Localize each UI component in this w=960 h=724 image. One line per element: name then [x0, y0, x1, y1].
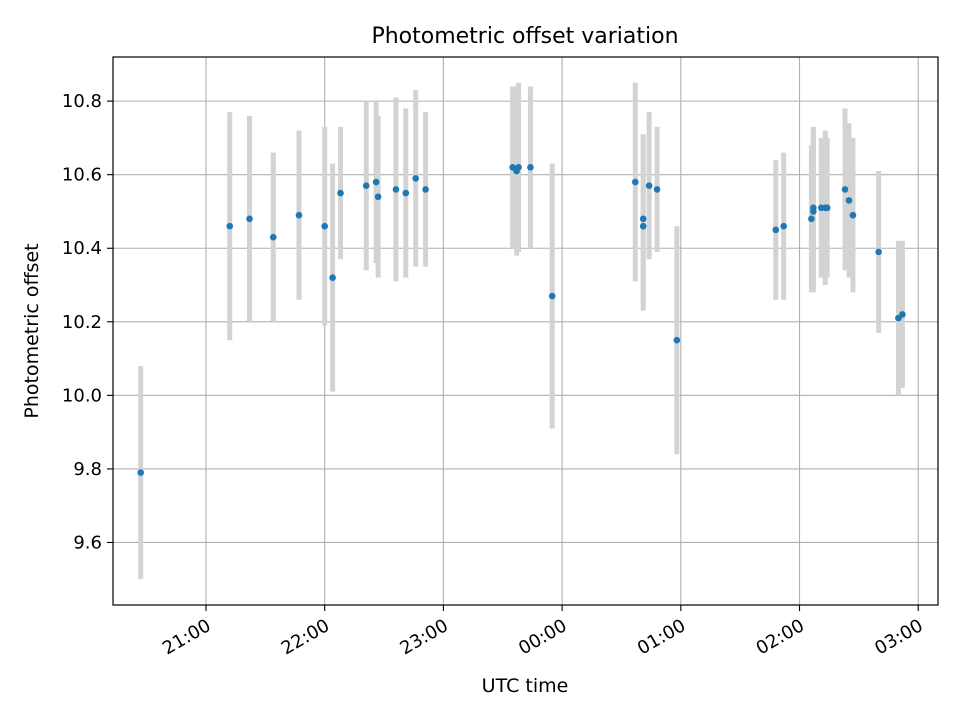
data-point [137, 469, 144, 476]
data-point [841, 186, 849, 193]
y-tick-label: 9.6 [73, 532, 102, 553]
data-point [849, 211, 857, 219]
data-point [402, 189, 410, 197]
data-point [269, 233, 277, 241]
data-point [808, 215, 815, 223]
data-point [527, 164, 534, 171]
y-tick-label: 10.8 [62, 91, 102, 112]
data-point [515, 164, 522, 171]
plot-frame [112, 56, 939, 606]
data-point [639, 222, 647, 230]
data-point [246, 215, 253, 223]
y-tick-label: 10.2 [62, 312, 102, 333]
y-tick-label: 9.8 [73, 459, 102, 480]
chart-title: Photometric offset variation [371, 24, 678, 49]
y-tick-label: 10.6 [62, 165, 102, 186]
data-point [337, 189, 344, 197]
data-point [645, 182, 653, 190]
data-point [412, 175, 419, 182]
data-point [632, 178, 639, 186]
data-point [372, 178, 380, 186]
y-tick-label: 10.4 [62, 238, 102, 259]
data-point [823, 204, 831, 212]
data-point [673, 336, 681, 344]
data-point [329, 274, 336, 281]
data-point [548, 292, 556, 300]
data-point [422, 186, 429, 193]
data-point [321, 222, 328, 230]
data-point [810, 204, 817, 212]
data-point [374, 193, 382, 201]
data-point [653, 186, 661, 193]
data-point [392, 186, 400, 193]
data-point [772, 226, 780, 234]
data-point [845, 197, 853, 204]
data-point [899, 311, 906, 318]
data-point [226, 222, 234, 230]
point-layer [137, 164, 906, 476]
data-point [875, 248, 882, 256]
y-axis-label: Photometric offset [21, 243, 43, 418]
data-point [780, 222, 787, 230]
data-point [295, 211, 303, 219]
data-point [639, 215, 647, 223]
y-tick-label: 10.0 [62, 385, 102, 406]
x-axis-label: UTC time [482, 675, 569, 697]
data-point [362, 182, 370, 190]
